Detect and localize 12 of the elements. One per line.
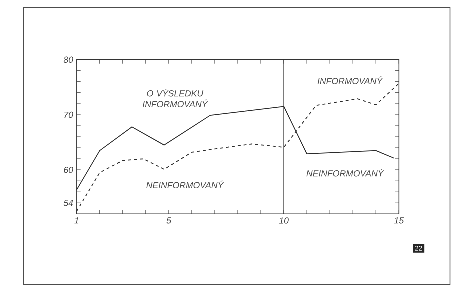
y-tick-label: 70: [64, 112, 74, 118]
annotation: O VÝSLEDKU INFORMOVANÝ: [142, 89, 208, 108]
annotation: INFORMOVANÝ: [318, 76, 384, 85]
y-tick-label: 60: [64, 167, 74, 174]
y-tick-label: 80: [64, 56, 74, 64]
annotation: NEINFORMOVANÝ: [306, 169, 384, 177]
x-tick-label: 1: [74, 218, 79, 224]
y-tick-label: 54: [64, 200, 74, 206]
annotation: NEINFORMOVANÝ: [146, 180, 224, 189]
x-tick-label: 10: [279, 218, 289, 224]
x-tick-label: 5: [166, 218, 172, 224]
x-tick-label: 15: [394, 218, 404, 224]
